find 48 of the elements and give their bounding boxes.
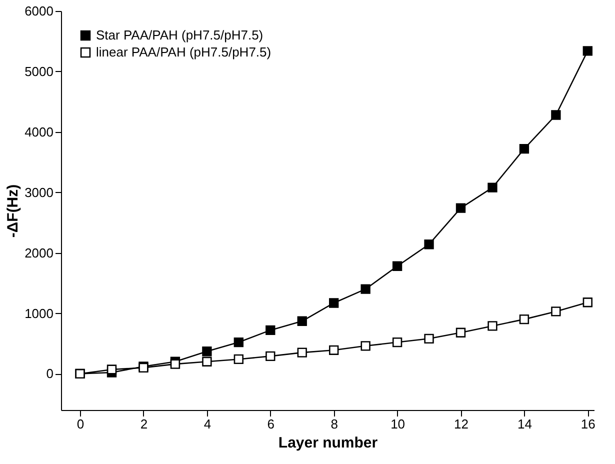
- x-tick-label: 14: [517, 416, 532, 432]
- point: [170, 359, 180, 369]
- y-tick-label: 3000: [24, 184, 54, 200]
- legend-label: linear PAA/PAH (pH7.5/pH7.5): [96, 44, 272, 60]
- x-tick-label: 4: [204, 416, 212, 432]
- point: [424, 240, 434, 250]
- x-axis-title: Layer number: [278, 434, 378, 452]
- x-tick-label: 2: [140, 416, 148, 432]
- x-tick-label: 12: [454, 416, 468, 432]
- point: [551, 110, 561, 120]
- x-tick-label: 0: [76, 416, 84, 432]
- legend-label: Star PAA/PAH (pH7.5/pH7.5): [96, 28, 264, 42]
- point: [234, 354, 244, 364]
- point: [456, 328, 466, 338]
- point: [266, 325, 276, 336]
- point: [234, 337, 244, 348]
- point: [360, 284, 370, 294]
- point: [551, 306, 561, 316]
- y-axis-title: -ΔF(Hz): [4, 184, 22, 238]
- point: [297, 316, 307, 326]
- point: [424, 334, 434, 344]
- point: [488, 182, 498, 192]
- point: [392, 337, 402, 348]
- point: [106, 364, 117, 374]
- point: [582, 298, 592, 308]
- point: [202, 356, 212, 366]
- point: [329, 345, 339, 355]
- point: [392, 261, 402, 271]
- y-tick-label: 4000: [24, 124, 54, 140]
- point: [297, 348, 307, 358]
- y-tick-label: 0: [46, 366, 54, 382]
- point: [582, 46, 592, 56]
- x-tick-label: 10: [390, 416, 406, 432]
- y-tick-label: 2000: [24, 245, 54, 260]
- point: [488, 321, 498, 331]
- point: [456, 203, 466, 213]
- point: [329, 298, 339, 308]
- x-tick-label: 6: [267, 416, 275, 432]
- point: [266, 351, 276, 362]
- point: [360, 341, 370, 351]
- x-tick-label: 16: [580, 416, 596, 432]
- point: [519, 144, 530, 154]
- y-tick-label: 1000: [24, 306, 54, 321]
- point: [519, 314, 530, 324]
- x-tick-label: 8: [330, 416, 338, 432]
- point: [202, 346, 212, 356]
- y-tick-label: 5000: [24, 64, 54, 79]
- y-tick-label: 6000: [24, 4, 54, 18]
